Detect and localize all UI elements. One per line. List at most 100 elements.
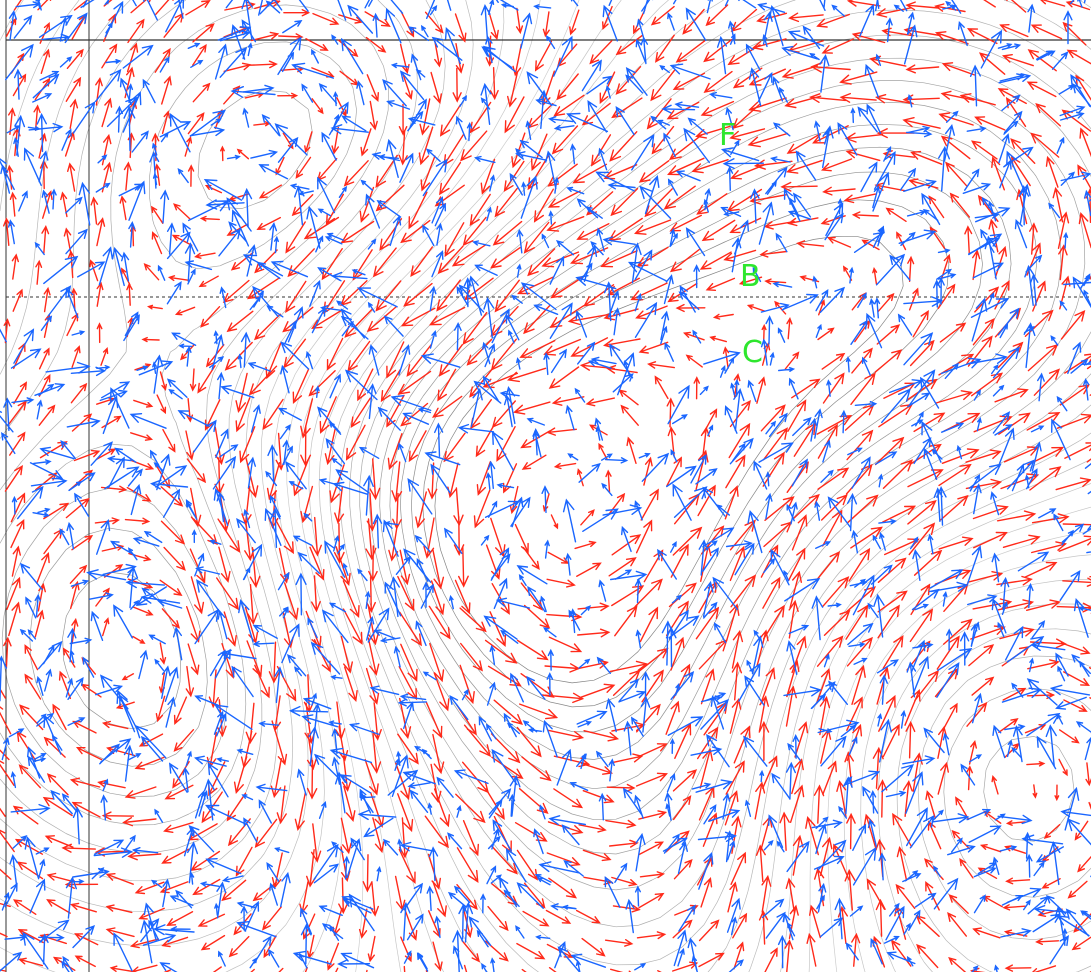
blue-arrow-485 [0, 328, 7, 343]
red-arrow-1154 [200, 934, 226, 951]
blue-arrow-471 [819, 286, 846, 314]
red-arrow-901 [397, 733, 419, 765]
red-arrow-1161 [432, 941, 443, 972]
blue-arrow-38 [831, 4, 845, 17]
blue-arrow-1263 [428, 846, 439, 882]
blue-arrow-1002 [399, 693, 427, 701]
blue-arrow-721 [641, 452, 670, 482]
blue-arrow-415 [431, 250, 444, 278]
blue-arrow-156 [605, 85, 611, 99]
blue-arrow-729 [851, 456, 871, 489]
red-arrow-711 [247, 584, 258, 626]
blue-arrow-53 [64, 12, 88, 44]
blue-arrow-994 [161, 665, 171, 699]
red-arrow-651 [674, 493, 700, 525]
red-arrow-1061 [759, 815, 773, 853]
blue-arrow-182 [160, 131, 169, 143]
red-arrow-1218 [1004, 964, 1032, 972]
red-arrow-16 [487, 10, 499, 41]
red-arrow-253 [908, 178, 939, 189]
red-arrow-508 [822, 372, 845, 404]
red-arrow-335 [67, 250, 76, 279]
blue-arrow-71 [520, 12, 533, 49]
blue-arrow-1281 [902, 873, 922, 883]
red-arrow-1087 [432, 881, 447, 918]
blue-arrow-889 [702, 580, 714, 618]
red-arrow-792 [460, 642, 484, 672]
red-arrow-820 [185, 665, 195, 698]
blue-arrow-486 [40, 315, 53, 331]
blue-arrow-535 [240, 331, 251, 368]
blue-arrow-891 [784, 578, 821, 602]
blue-arrow-83 [802, 25, 821, 50]
blue-arrow-40 [876, 0, 880, 9]
red-arrow-149 [33, 104, 41, 131]
red-arrow-384 [400, 307, 436, 327]
red-arrow-990 [844, 751, 854, 788]
red-arrow-747 [223, 611, 237, 647]
blue-arrow-671 [358, 446, 380, 459]
blue-arrow-58 [187, 42, 201, 49]
blue-arrow-210 [814, 120, 821, 142]
red-arrow-553 [1056, 413, 1091, 429]
blue-arrow-482 [1059, 300, 1068, 311]
red-arrow-542 [729, 400, 751, 428]
red-arrow-205 [572, 163, 608, 184]
red-arrow-574 [553, 462, 577, 470]
red-arrow-726 [700, 543, 712, 582]
red-arrow-1105 [959, 857, 974, 879]
red-arrow-1018 [578, 824, 607, 833]
red-arrow-195 [295, 156, 312, 179]
red-arrow-830 [487, 665, 522, 687]
red-arrow-701 [1058, 535, 1091, 552]
blue-arrow-275 [338, 185, 348, 198]
red-arrow-950 [758, 720, 770, 761]
blue-arrow-1359 [625, 898, 635, 934]
blue-arrow-808 [702, 527, 735, 548]
blue-arrow-148 [382, 78, 407, 107]
blue-arrow-733 [968, 463, 1002, 489]
blue-arrow-1113 [1012, 725, 1023, 763]
blue-arrow-333 [723, 211, 740, 217]
blue-arrow-328 [644, 174, 660, 215]
red-arrow-211 [753, 159, 793, 170]
blue-arrow-1154 [10, 803, 51, 815]
blue-arrow-557 [760, 338, 769, 366]
red-arrow-1033 [1005, 820, 1026, 826]
blue-arrow-1253 [187, 841, 199, 884]
red-arrow-531 [387, 433, 403, 471]
blue-arrow-366 [315, 235, 324, 253]
blue-arrow-1076 [51, 734, 63, 751]
blue-arrow-632 [565, 404, 575, 431]
blue-arrow-1217 [399, 841, 436, 852]
red-arrow-980 [553, 788, 584, 809]
red-arrow-699 [1002, 534, 1041, 548]
blue-arrow-1047 [449, 695, 469, 721]
red-arrow-1056 [609, 839, 639, 848]
blue-arrow-1092 [414, 745, 430, 757]
blue-arrow-896 [914, 603, 930, 611]
red-arrow-975 [397, 793, 414, 833]
blue-arrow-484 [1083, 289, 1091, 306]
blue-arrow-810 [747, 509, 763, 554]
red-arrow-108 [1001, 54, 1034, 67]
red-arrow-888 [0, 706, 12, 735]
label-b: B [740, 259, 761, 294]
blue-arrow-709 [267, 444, 278, 484]
red-arrow-126 [439, 103, 462, 137]
blue-arrow-708 [265, 470, 278, 487]
blue-arrow-351 [1048, 202, 1061, 219]
blue-arrow-367 [324, 236, 343, 245]
blue-arrow-371 [436, 222, 443, 246]
red-arrow-245 [663, 185, 696, 210]
red-arrow-1158 [326, 942, 340, 971]
blue-arrow-498 [340, 315, 369, 340]
blue-arrow-655 [33, 459, 52, 465]
red-arrow-989 [822, 760, 837, 795]
red-arrow-175 [786, 133, 821, 154]
blue-arrow-872 [295, 572, 307, 616]
blue-arrow-929 [668, 609, 689, 640]
red-arrow-379 [253, 313, 281, 341]
red-arrow-289 [885, 207, 907, 222]
red-arrow-731 [848, 547, 871, 582]
